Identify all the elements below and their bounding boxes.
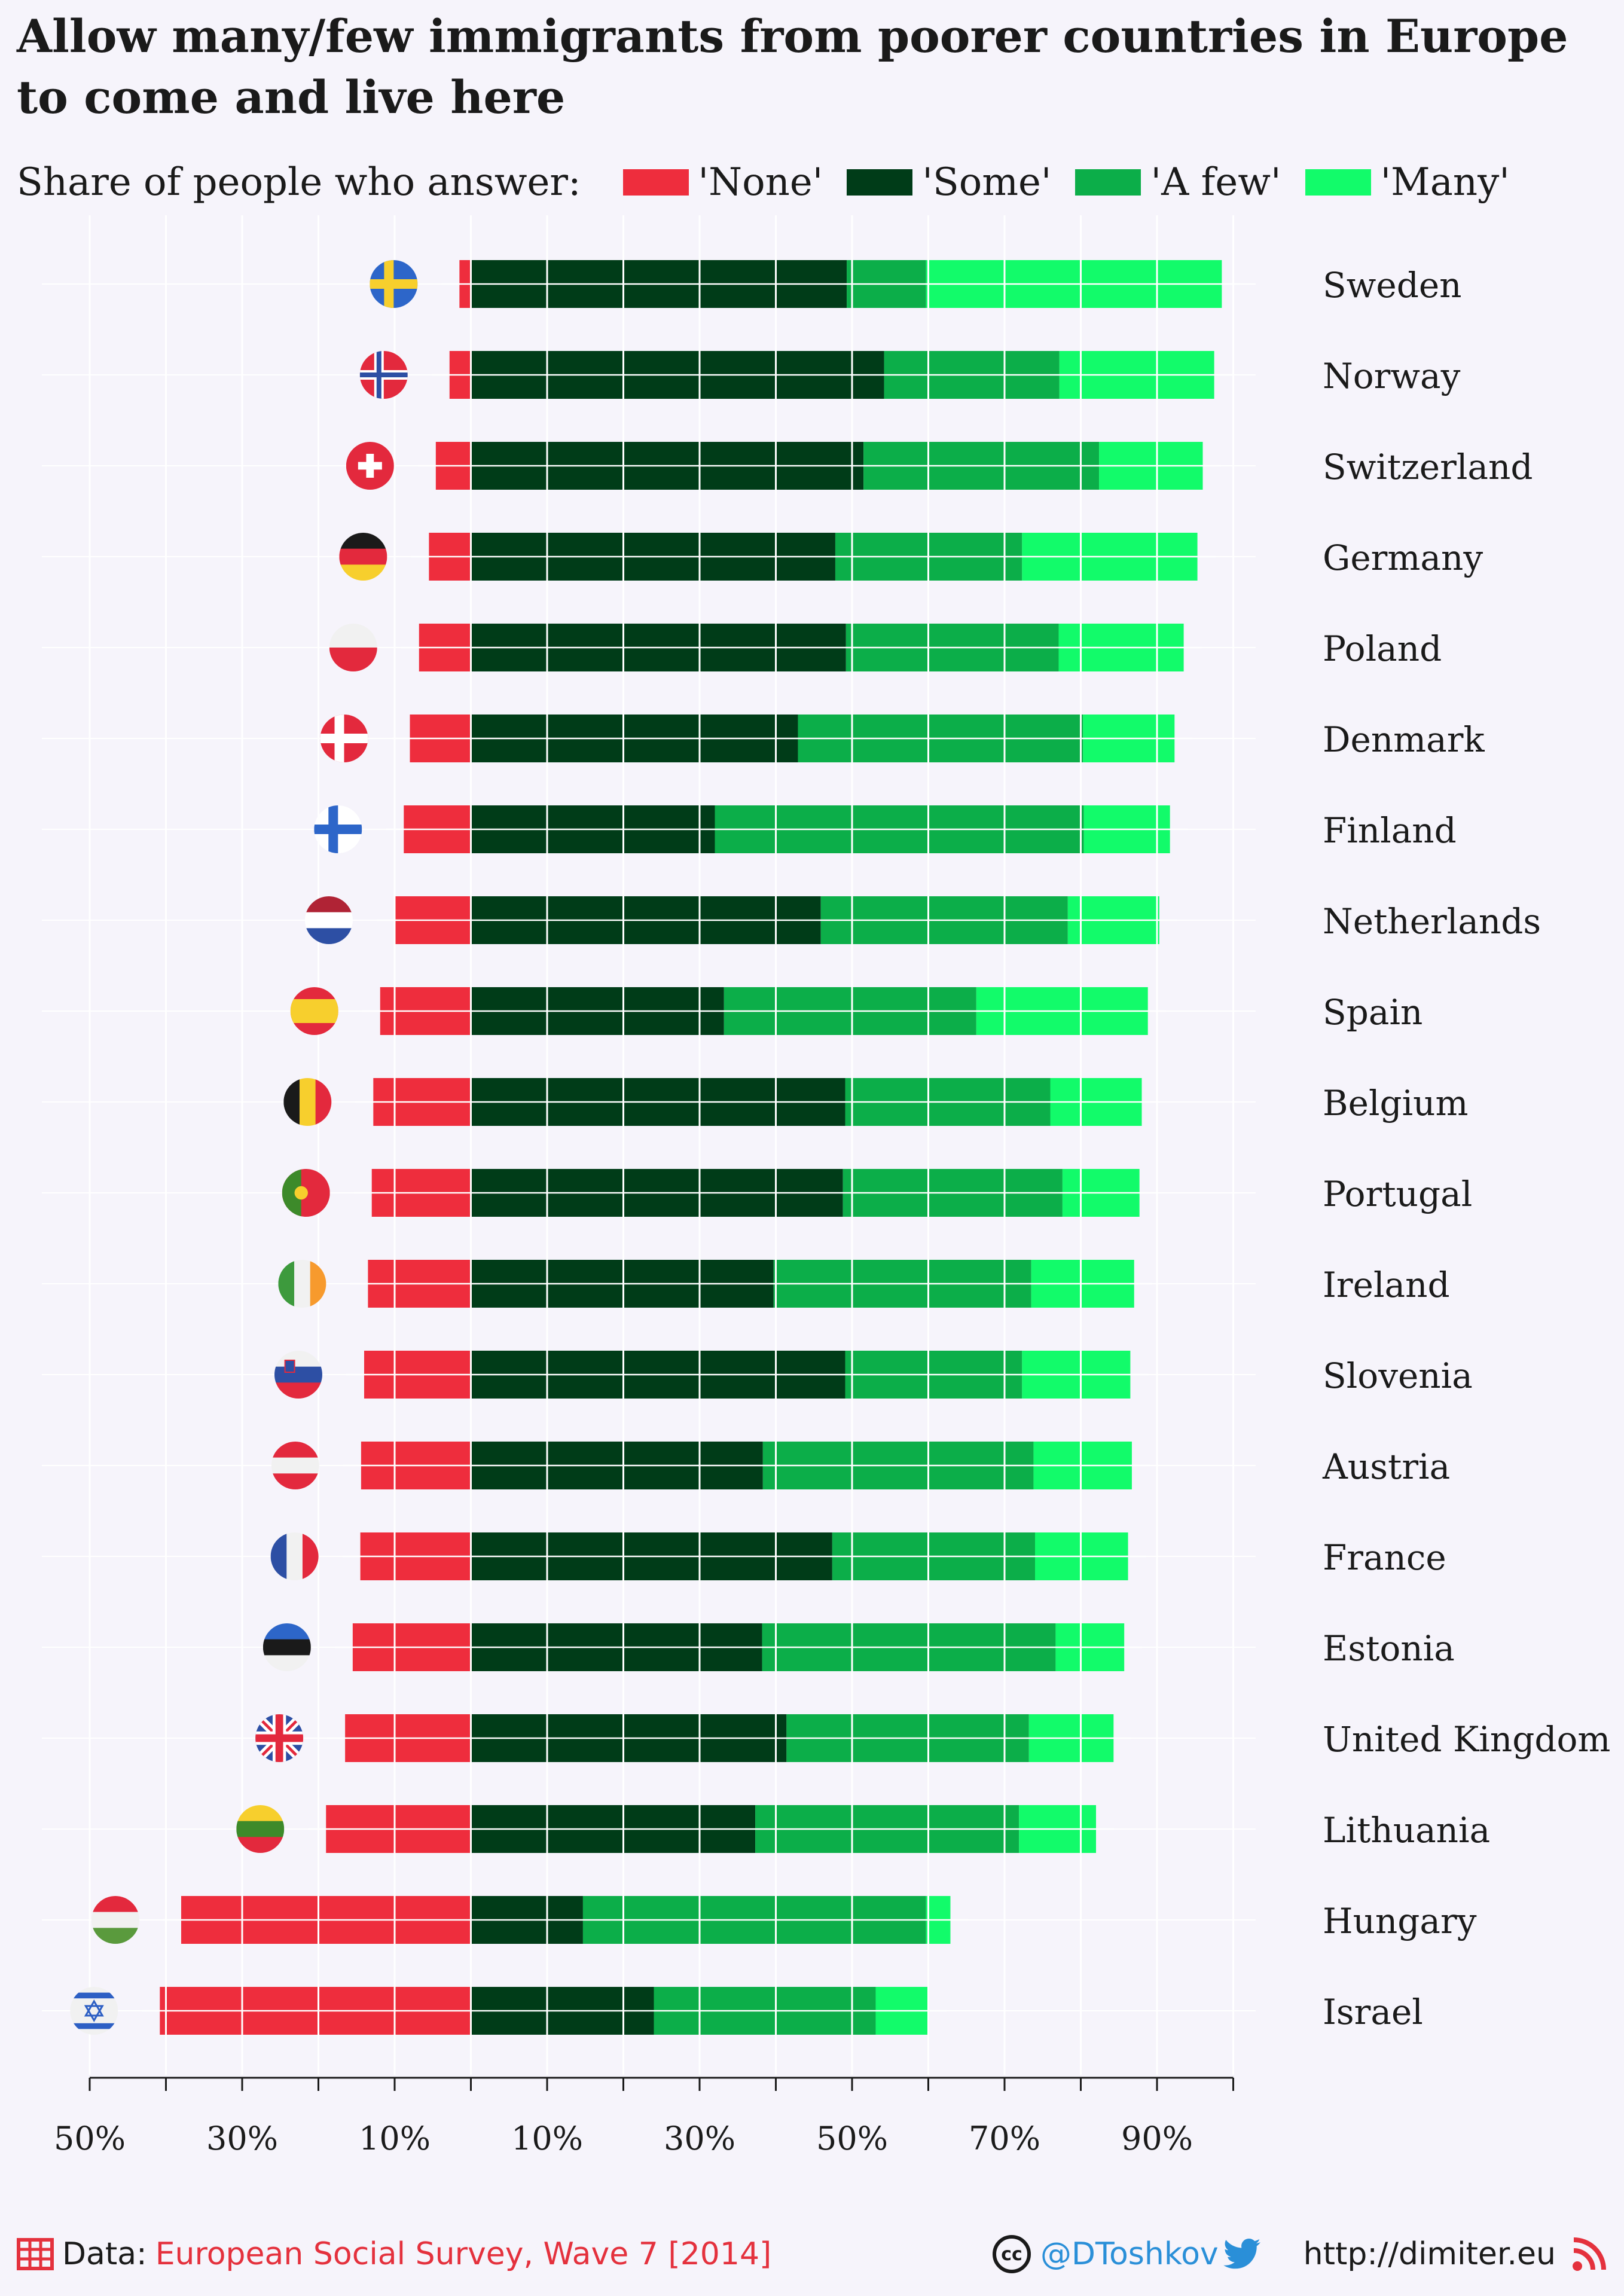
lithuania-flag-icon bbox=[236, 1805, 285, 1853]
rss-icon bbox=[1573, 2237, 1606, 2271]
x-tick-label: 30% bbox=[206, 2120, 278, 2157]
portugal-flag-icon bbox=[282, 1169, 330, 1217]
category-label-belgium: Belgium bbox=[1323, 1083, 1469, 1123]
table-icon bbox=[17, 2238, 54, 2270]
chart-title: Allow many/few immigrants from poorer co… bbox=[17, 10, 1568, 124]
category-label-ireland: Ireland bbox=[1323, 1265, 1450, 1305]
bar-row-lithuania: Lithuania bbox=[236, 1805, 1490, 1853]
legend-label-some: 'Some' bbox=[922, 160, 1052, 204]
legend-item-a-few: 'A few' bbox=[1075, 160, 1281, 204]
category-label-hungary: Hungary bbox=[1323, 1901, 1477, 1941]
category-label-slovenia: Slovenia bbox=[1323, 1355, 1473, 1396]
footer: Data: European Social Survey, Wave 7 [20… bbox=[17, 2230, 1607, 2278]
grid bbox=[42, 215, 1256, 2075]
x-tick-label: 50% bbox=[816, 2120, 888, 2157]
category-label-poland: Poland bbox=[1323, 628, 1442, 669]
category-label-estonia: Estonia bbox=[1323, 1628, 1455, 1669]
spain-flag-icon bbox=[290, 987, 338, 1035]
bar-row-netherlands: Netherlands bbox=[305, 896, 1541, 944]
israel-flag-icon bbox=[70, 1987, 118, 2035]
bar-row-austria: Austria bbox=[271, 1442, 1450, 1489]
legend-item-some: 'Some' bbox=[847, 160, 1051, 204]
denmark-flag-icon bbox=[320, 715, 368, 762]
hungary-flag-icon bbox=[91, 1896, 139, 1944]
footer-source-link[interactable]: European Social Survey, Wave 7 [2014] bbox=[155, 2236, 772, 2272]
switzerland-flag-icon bbox=[346, 442, 394, 490]
legend-label-none: 'None' bbox=[698, 160, 823, 204]
chart-plot: Sweden Norway Switzerland Germany Poland Denm… bbox=[42, 215, 1610, 2157]
bar-row-united-kingdom: United Kingdom bbox=[255, 1714, 1610, 1762]
bar-row-estonia: Estonia bbox=[262, 1623, 1455, 1671]
bar-row-belgium: Belgium bbox=[283, 1078, 1469, 1126]
bar-row-norway: Norway bbox=[359, 351, 1461, 399]
germany-flag-icon bbox=[339, 533, 387, 581]
poland-flag-icon bbox=[329, 624, 377, 671]
bar-row-portugal: Portugal bbox=[282, 1169, 1472, 1217]
category-label-germany: Germany bbox=[1323, 538, 1483, 578]
x-tick-label: 10% bbox=[511, 2120, 583, 2157]
ireland-flag-icon bbox=[278, 1260, 326, 1308]
footer-source: Data: European Social Survey, Wave 7 [20… bbox=[17, 2236, 771, 2272]
x-tick-label: 10% bbox=[359, 2120, 431, 2157]
finland-flag-icon bbox=[314, 805, 362, 853]
norway-flag-icon bbox=[359, 351, 408, 399]
x-tick-label: 90% bbox=[1121, 2120, 1193, 2157]
legend: Share of people who answer: 'None' 'Some… bbox=[17, 152, 1534, 212]
legend-item-many: 'Many' bbox=[1305, 160, 1510, 204]
austria-flag-icon bbox=[271, 1442, 319, 1489]
legend-swatch-a-few bbox=[1075, 169, 1141, 196]
bar-row-denmark: Denmark bbox=[320, 715, 1485, 762]
slovenia-flag-icon bbox=[274, 1351, 322, 1399]
category-label-sweden: Sweden bbox=[1323, 265, 1462, 306]
category-label-france: France bbox=[1323, 1537, 1446, 1578]
bar-row-finland: Finland bbox=[314, 805, 1457, 853]
bar-row-spain: Spain bbox=[290, 987, 1422, 1035]
bar-row-ireland: Ireland bbox=[278, 1260, 1450, 1308]
footer-credits: cc @DToshkov http://dimiter.eu bbox=[992, 2235, 1607, 2273]
france-flag-icon bbox=[270, 1532, 319, 1580]
legend-swatch-many bbox=[1305, 169, 1371, 196]
category-label-norway: Norway bbox=[1323, 356, 1461, 396]
x-tick-label: 30% bbox=[664, 2120, 735, 2157]
category-label-finland: Finland bbox=[1323, 810, 1457, 851]
bar-row-sweden: Sweden bbox=[370, 260, 1462, 308]
bar-row-hungary: Hungary bbox=[91, 1896, 1477, 1944]
belgium-flag-icon bbox=[283, 1078, 332, 1126]
footer-url[interactable]: http://dimiter.eu bbox=[1303, 2236, 1556, 2272]
category-label-portugal: Portugal bbox=[1323, 1174, 1472, 1214]
estonia-flag-icon bbox=[262, 1623, 311, 1671]
bar-row-germany: Germany bbox=[339, 533, 1483, 581]
category-label-israel: Israel bbox=[1323, 1992, 1423, 2032]
bar-row-poland: Poland bbox=[329, 624, 1442, 671]
footer-data-prefix: Data: bbox=[62, 2236, 147, 2272]
x-tick-label: 70% bbox=[969, 2120, 1040, 2157]
bar-row-slovenia: Slovenia bbox=[274, 1351, 1473, 1399]
united-kingdom-flag-icon bbox=[255, 1714, 304, 1762]
bar-row-israel: Israel bbox=[70, 1987, 1423, 2035]
x-tick-label: 50% bbox=[54, 2120, 126, 2157]
category-label-united-kingdom: United Kingdom bbox=[1323, 1719, 1610, 1760]
category-label-spain: Spain bbox=[1323, 992, 1422, 1033]
legend-label-many: 'Many' bbox=[1380, 160, 1510, 204]
category-label-lithuania: Lithuania bbox=[1323, 1810, 1490, 1851]
netherlands-flag-icon bbox=[305, 896, 353, 944]
legend-swatch-some bbox=[847, 169, 913, 196]
twitter-icon bbox=[1223, 2239, 1260, 2269]
category-label-netherlands: Netherlands bbox=[1323, 901, 1541, 942]
footer-handle[interactable]: @DToshkov bbox=[1040, 2236, 1219, 2272]
category-label-switzerland: Switzerland bbox=[1323, 447, 1533, 487]
legend-item-none: 'None' bbox=[622, 160, 823, 204]
bar-row-switzerland: Switzerland bbox=[346, 442, 1533, 490]
category-label-denmark: Denmark bbox=[1323, 719, 1485, 760]
bars: Sweden Norway Switzerland Germany Poland Denm… bbox=[70, 260, 1610, 2035]
legend-swatch-none bbox=[622, 169, 689, 196]
bar-row-france: France bbox=[270, 1532, 1446, 1580]
legend-label-a-few: 'A few' bbox=[1150, 160, 1281, 204]
x-axis: 50% 30% 10% 10% 30% 50% 70% 90% bbox=[54, 2077, 1234, 2157]
sweden-flag-icon bbox=[370, 260, 418, 308]
cc-icon: cc bbox=[992, 2235, 1031, 2273]
legend-lead: Share of people who answer: bbox=[17, 160, 581, 204]
category-label-austria: Austria bbox=[1322, 1446, 1450, 1487]
